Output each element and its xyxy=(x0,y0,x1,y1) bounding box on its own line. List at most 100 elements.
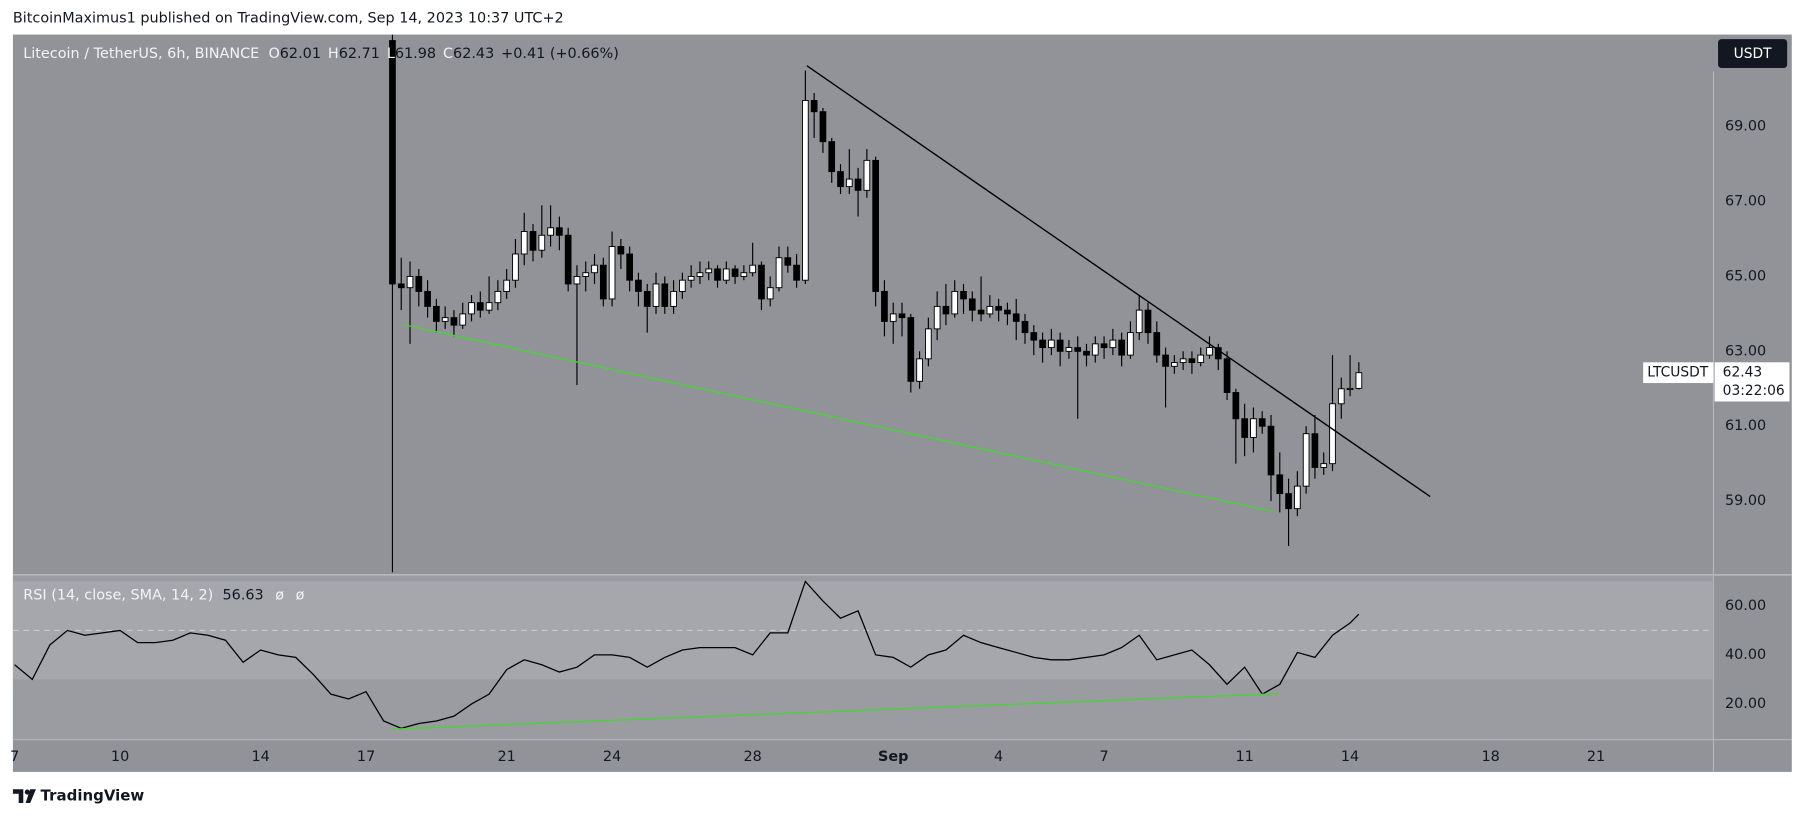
byline: BitcoinMaximus1 published on TradingView… xyxy=(13,10,564,26)
candle-body xyxy=(573,275,581,285)
candle-body xyxy=(556,227,563,236)
candle-body xyxy=(1179,358,1187,364)
candle-body xyxy=(424,290,431,307)
candle-body xyxy=(810,100,818,113)
candle-body xyxy=(1127,332,1134,356)
candle-body xyxy=(1337,388,1345,405)
candle-body xyxy=(819,111,827,143)
candle-body xyxy=(749,264,756,274)
trendline xyxy=(806,65,1431,498)
candle-body xyxy=(635,279,642,292)
candle-body xyxy=(1311,433,1319,468)
candle-body xyxy=(942,305,950,315)
candle-body xyxy=(784,257,792,266)
candle-body xyxy=(968,298,976,311)
candle-body xyxy=(793,264,800,281)
h-label: H xyxy=(328,46,339,62)
candle-body xyxy=(1197,354,1205,364)
x-tick-label: 28 xyxy=(743,749,761,765)
rsi-tick-label: 40.00 xyxy=(1725,647,1766,663)
y-tick-label: 61.00 xyxy=(1725,418,1766,434)
candle-body xyxy=(599,264,607,300)
rsi-marker: ø xyxy=(275,588,284,604)
candle-body xyxy=(494,290,502,304)
candle-body xyxy=(1258,418,1266,427)
candle-body xyxy=(643,290,651,307)
candle-body xyxy=(1294,485,1301,510)
footer-brand: TradingView xyxy=(41,787,145,805)
candle-body xyxy=(1250,418,1257,438)
l-label: L xyxy=(387,46,395,62)
candle-body xyxy=(476,302,484,311)
candle-body xyxy=(1171,362,1178,367)
x-tick-label: 21 xyxy=(498,749,516,765)
candle-body xyxy=(802,100,809,281)
candle-body xyxy=(705,268,713,274)
candle-body xyxy=(933,305,941,330)
candle-body xyxy=(1021,320,1029,334)
candle-body xyxy=(1346,387,1354,391)
candle-body xyxy=(828,141,836,173)
x-tick-label: 24 xyxy=(603,749,621,765)
candle-body xyxy=(1285,493,1292,510)
o-label: O xyxy=(268,46,279,62)
candle-body xyxy=(459,313,467,326)
rsi-legend: RSI (14, close, SMA, 14, 2) 56.63 ø ø xyxy=(23,588,304,604)
candle-body xyxy=(626,253,633,281)
candle-body xyxy=(1188,358,1196,364)
o-value: 62.01 xyxy=(280,46,321,62)
x-tick-label: Sep xyxy=(878,749,908,765)
rsi-value: 56.63 xyxy=(223,588,264,604)
candle-body xyxy=(1039,339,1046,349)
candle-body xyxy=(652,283,660,307)
candle-body xyxy=(679,279,686,292)
x-tick-label: 17 xyxy=(357,749,375,765)
candle-body xyxy=(1276,474,1284,495)
candle-body xyxy=(617,246,625,255)
rsi-title: RSI (14, close, SMA, 14, 2) xyxy=(23,588,213,604)
candle-body xyxy=(1144,309,1152,334)
candle-body xyxy=(1109,339,1117,349)
candle-body xyxy=(889,313,897,322)
last-price: 62.43 xyxy=(1723,365,1763,381)
x-tick-label: 11 xyxy=(1235,749,1253,765)
currency[interactable]: USDT xyxy=(1734,46,1773,62)
x-tick-label: 14 xyxy=(252,749,270,765)
x-tick-label: 18 xyxy=(1481,749,1499,765)
candle-body xyxy=(1302,433,1310,487)
currency-button[interactable] xyxy=(1718,39,1788,68)
trendline xyxy=(403,324,1274,513)
x-tick-label: 4 xyxy=(994,749,1003,765)
y-tick-label: 63.00 xyxy=(1725,343,1766,359)
candle-body xyxy=(415,275,423,292)
candle-body xyxy=(503,279,511,292)
candle-body xyxy=(898,313,906,319)
candle-body xyxy=(837,171,844,188)
tradingview-logo xyxy=(12,789,36,804)
rsi-line xyxy=(14,580,1360,730)
price-plot xyxy=(389,34,1431,573)
candle-body xyxy=(863,159,871,191)
x-tick-label: 21 xyxy=(1587,749,1605,765)
x-tick-label: 7 xyxy=(1099,749,1108,765)
x-tick-label: 10 xyxy=(111,749,129,765)
candle-body xyxy=(731,268,739,277)
candle-body xyxy=(854,178,862,191)
candle-body xyxy=(1083,350,1090,356)
axes: 7 10 14 17 21 24 28 Sep 4 7 11 14 18 21 59.00 61.00 63.0… xyxy=(10,119,1766,765)
candle-body xyxy=(1355,372,1363,389)
candle-body xyxy=(1267,425,1275,476)
x-tick-label: 7 xyxy=(10,749,19,765)
candle-body xyxy=(687,275,695,281)
candle-body xyxy=(547,227,554,236)
candle-body xyxy=(986,305,994,315)
candle-body xyxy=(722,268,730,281)
candle-body xyxy=(775,257,783,289)
candle-body xyxy=(872,159,879,292)
candle-body xyxy=(1091,343,1099,356)
ticker: LTCUSDT xyxy=(1647,365,1709,381)
candle-body xyxy=(881,290,888,322)
price-box xyxy=(1714,362,1790,402)
candle-body xyxy=(1320,463,1328,468)
